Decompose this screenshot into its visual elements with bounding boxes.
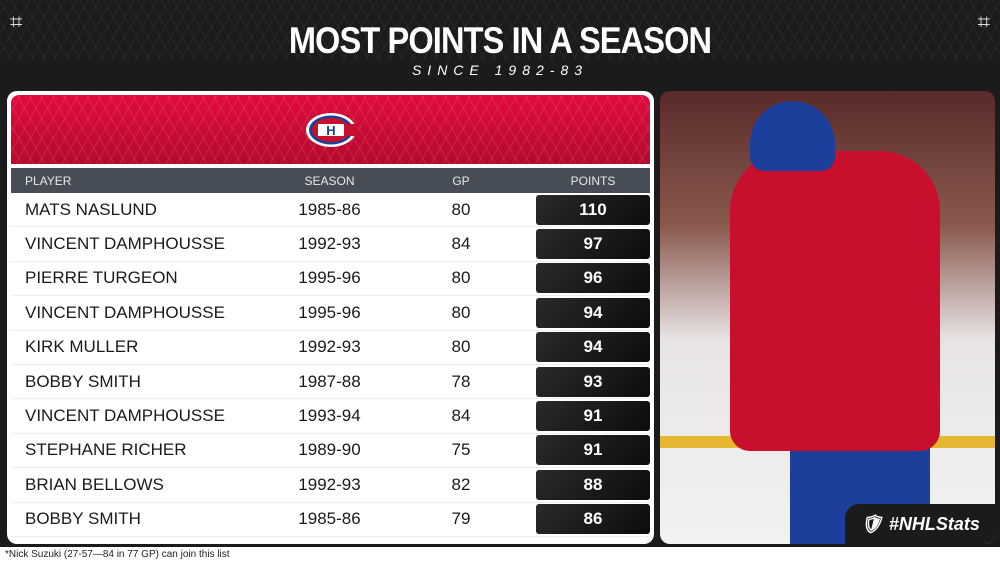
- table-row: MATS NASLUND 1985-86 80 110: [11, 193, 650, 228]
- cell-gp: 80: [451, 337, 471, 357]
- cell-player: STEPHANE RICHER: [25, 440, 187, 460]
- canadiens-logo-icon: H: [305, 112, 358, 147]
- header-player: PLAYER: [25, 173, 72, 188]
- background-pattern: [0, 0, 1000, 60]
- cell-player: BOBBY SMITH: [25, 371, 141, 391]
- nhl-shield-icon: 🛡: [860, 513, 883, 534]
- cell-player: MATS NASLUND: [25, 199, 157, 219]
- cell-gp: 80: [451, 199, 471, 219]
- cell-season: 1992-93: [298, 474, 361, 494]
- cell-gp: 82: [451, 474, 471, 494]
- cell-player: KIRK MULLER: [25, 337, 139, 357]
- cell-gp: 75: [451, 440, 471, 460]
- header-season: SEASON: [304, 173, 355, 188]
- cell-points: 88: [536, 469, 650, 500]
- table-row: BOBBY SMITH 1987-88 78 93: [11, 365, 650, 400]
- cell-points: 93: [536, 366, 650, 397]
- nhl-stats-badge: 🛡 #NHLStats: [845, 504, 995, 544]
- cell-gp: 84: [451, 234, 471, 254]
- table-row: STEPHANE RICHER 1989-90 75 91: [11, 434, 650, 469]
- table-row: BOBBY SMITH 1985-86 79 86: [11, 503, 650, 537]
- cell-gp: 80: [451, 268, 471, 288]
- cell-player: BOBBY SMITH: [25, 509, 141, 529]
- rink-marker-icon: ⌗: [10, 10, 23, 35]
- table-row: PIERRE TURGEON 1995-96 80 96: [11, 262, 650, 297]
- page-title: MOST POINTS IN A SEASON: [288, 20, 712, 61]
- cell-points: 110: [536, 194, 650, 225]
- cell-player: BRIAN BELLOWS: [25, 474, 164, 494]
- cell-season: 1995-96: [298, 302, 361, 322]
- table-header: PLAYER SEASON GP POINTS: [11, 168, 650, 193]
- footnote: *Nick Suzuki (27-57—84 in 77 GP) can joi…: [0, 547, 1000, 563]
- table-row: BRIAN BELLOWS 1992-93 82 88: [11, 468, 650, 503]
- cell-gp: 78: [451, 371, 471, 391]
- cell-points: 96: [536, 263, 650, 294]
- cell-player: PIERRE TURGEON: [25, 268, 178, 288]
- cell-season: 1985-86: [298, 509, 361, 529]
- cell-season: 1989-90: [298, 440, 361, 460]
- cell-points: 97: [536, 229, 650, 260]
- rink-marker-icon: ⌗: [977, 10, 990, 35]
- cell-points: 94: [536, 297, 650, 328]
- header-points: POINTS: [570, 173, 616, 188]
- cell-points: 86: [536, 504, 650, 535]
- table-row: VINCENT DAMPHOUSSE 1992-93 84 97: [11, 227, 650, 262]
- cell-player: VINCENT DAMPHOUSSE: [25, 302, 225, 322]
- cell-points: 91: [536, 401, 650, 432]
- team-banner: H: [11, 95, 650, 164]
- cell-player: VINCENT DAMPHOUSSE: [25, 234, 225, 254]
- cell-points: 91: [536, 435, 650, 466]
- table-row: KIRK MULLER 1992-93 80 94: [11, 331, 650, 365]
- cell-season: 1987-88: [298, 371, 361, 391]
- table-row: VINCENT DAMPHOUSSE 1993-94 84 91: [11, 399, 650, 434]
- cell-points: 94: [536, 332, 650, 363]
- cell-gp: 84: [451, 406, 471, 426]
- player-photo: 🛡 #NHLStats: [660, 91, 995, 544]
- header-gp: GP: [452, 173, 470, 188]
- subtitle: SINCE 1982-83: [411, 62, 589, 78]
- stats-table: H PLAYER SEASON GP POINTS MATS NASLUND 19…: [7, 91, 654, 544]
- cell-season: 1995-96: [298, 268, 361, 288]
- svg-text:H: H: [326, 123, 335, 138]
- cell-season: 1985-86: [298, 199, 361, 219]
- table-row: VINCENT DAMPHOUSSE 1995-96 80 94: [11, 296, 650, 331]
- hashtag: #NHLStats: [888, 513, 980, 534]
- cell-season: 1992-93: [298, 234, 361, 254]
- cell-season: 1992-93: [298, 337, 361, 357]
- cell-season: 1993-94: [298, 406, 361, 426]
- cell-player: VINCENT DAMPHOUSSE: [25, 406, 225, 426]
- cell-gp: 80: [451, 302, 471, 322]
- cell-gp: 79: [451, 509, 471, 529]
